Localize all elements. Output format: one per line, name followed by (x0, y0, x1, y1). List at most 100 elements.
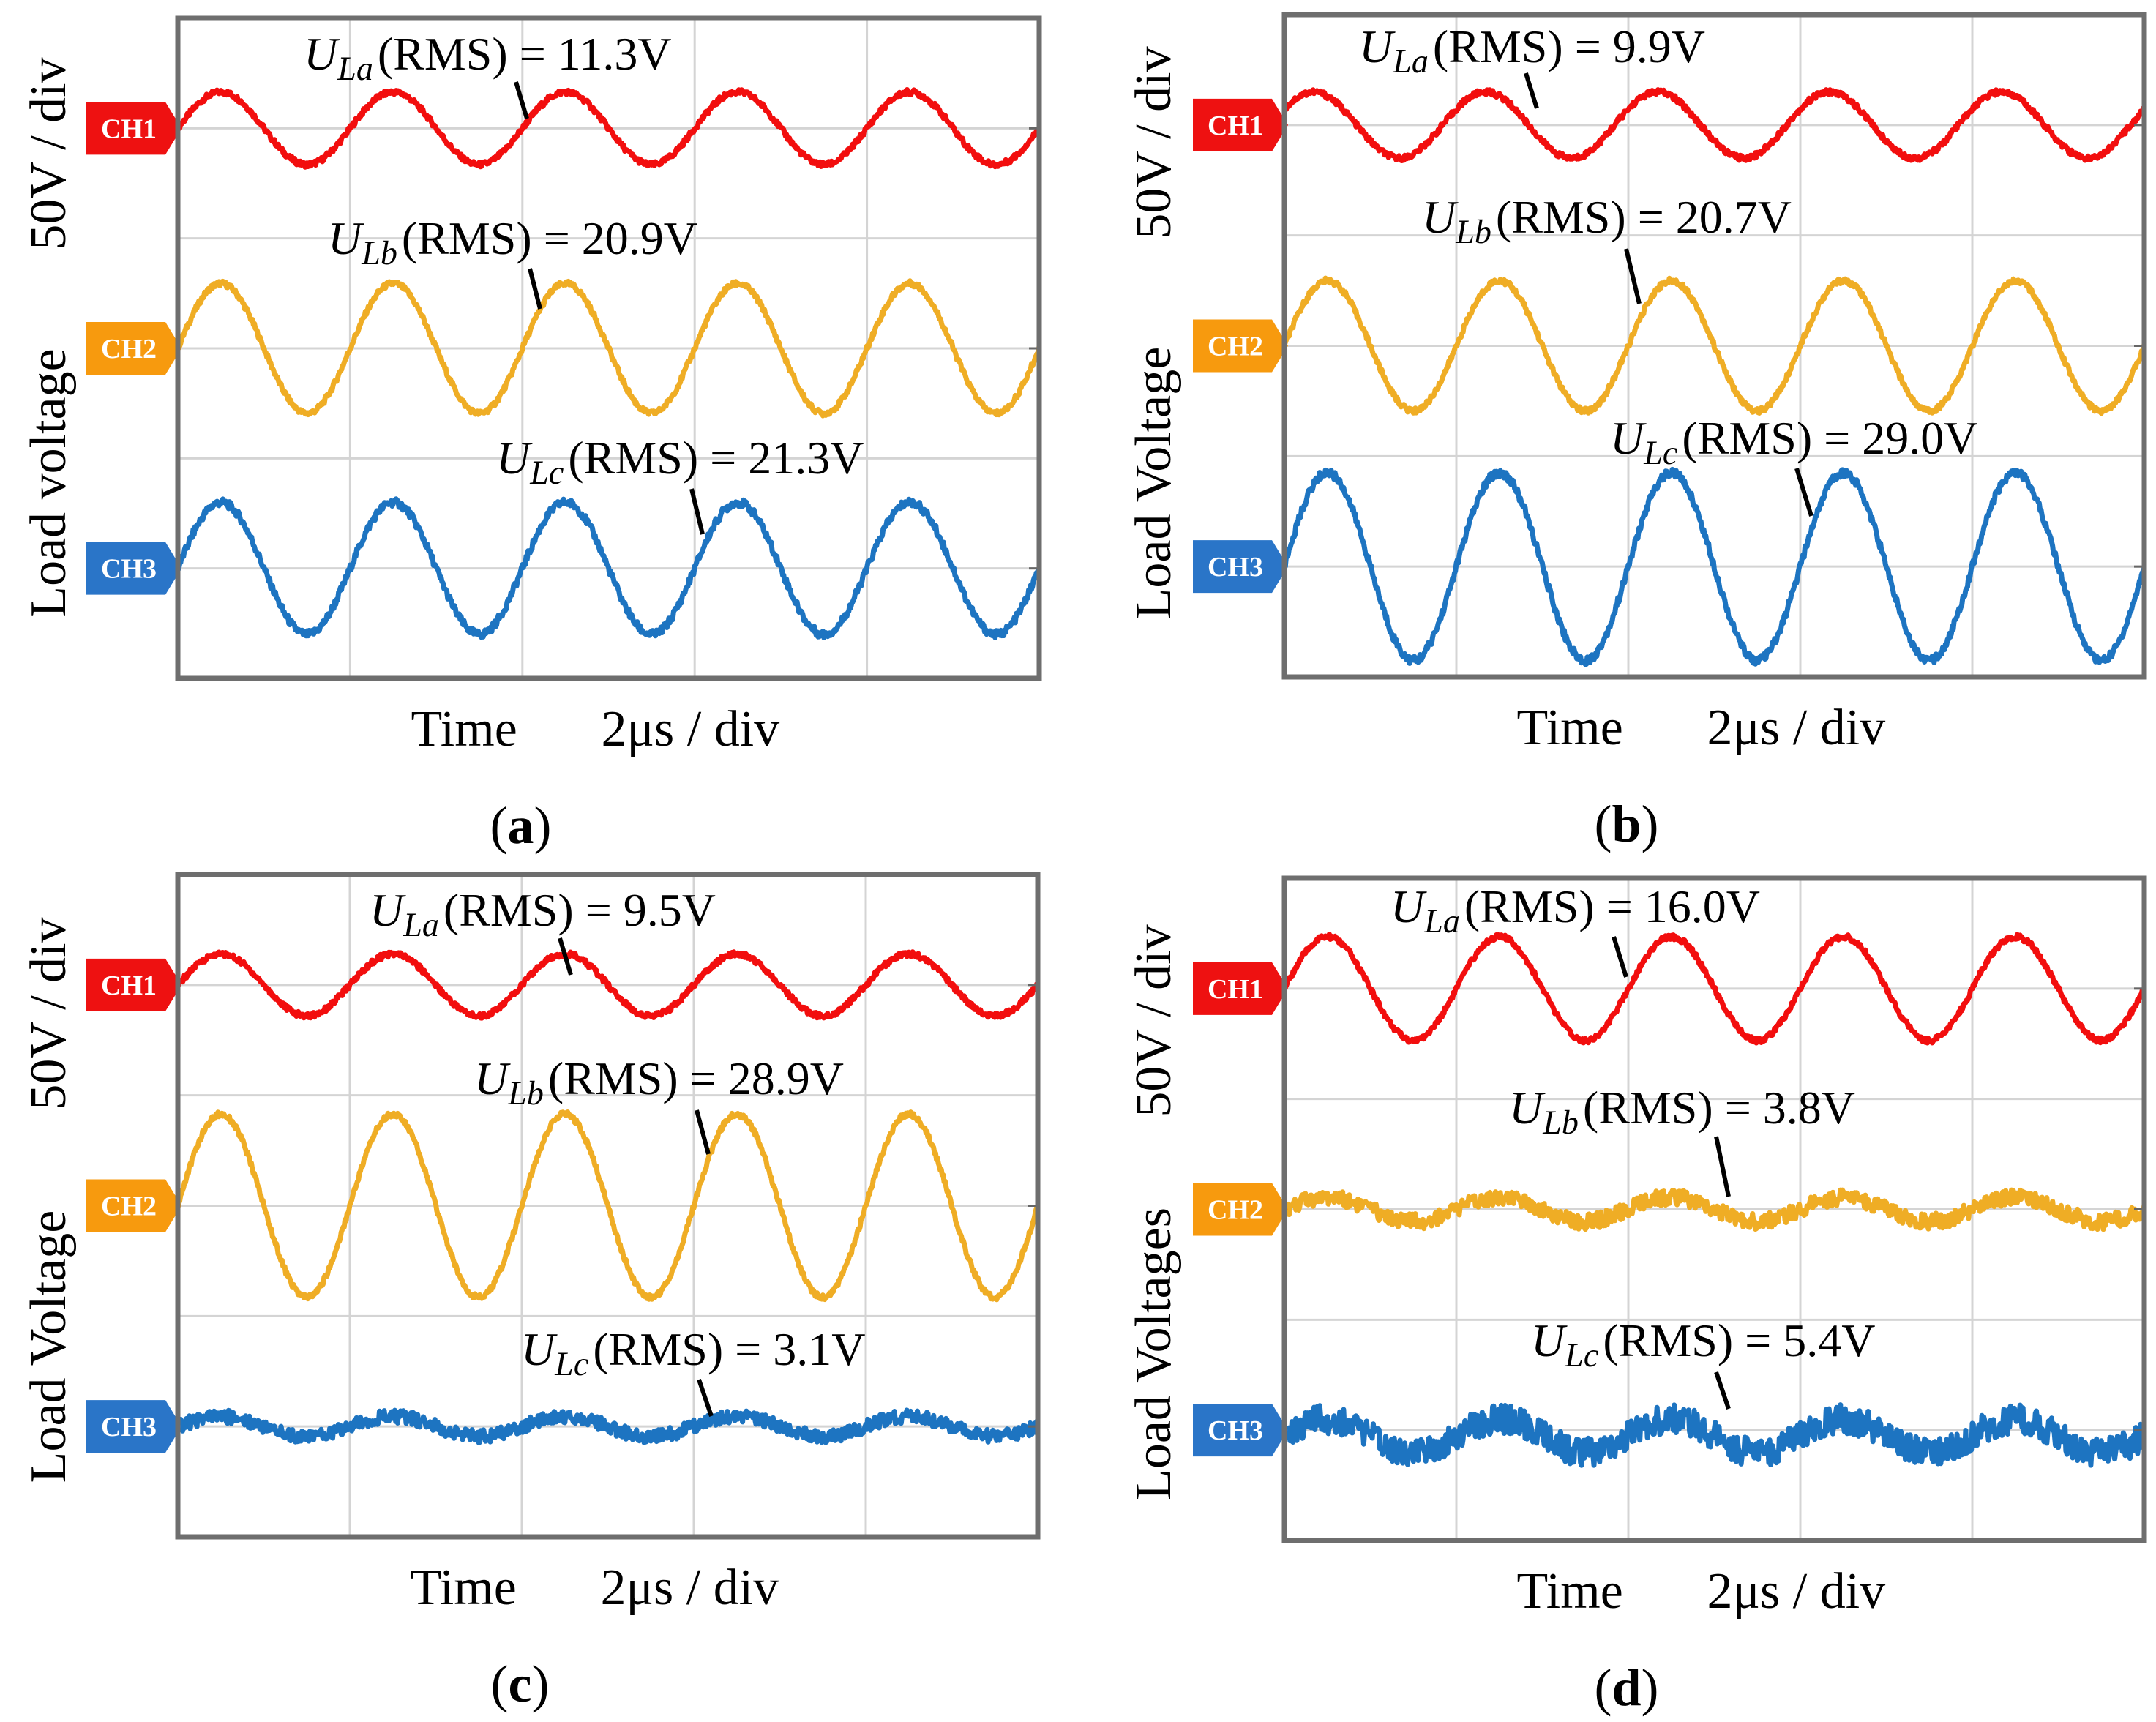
rms-label-ch2: ULb(RMS) = 20.7V (1422, 191, 1792, 250)
channel-tag-label: CH1 (1208, 974, 1263, 1005)
channel-tag-label: CH2 (1208, 1195, 1263, 1226)
annotation-leader-line (1524, 72, 1539, 109)
channel-tag-shape (86, 542, 181, 595)
annotation-leader-line (1714, 1371, 1731, 1410)
panel-b: CH1 ULa(RMS) = 9.9V CH2 ULb(RMS) = 20.7V CH3… (1126, 12, 2147, 853)
channel-tag-label: CH2 (1208, 332, 1263, 362)
y-scale-label: 50V / div (1126, 924, 1182, 1117)
waveform-ch1 (1281, 932, 2146, 1046)
annotation-leader-line (1612, 936, 1628, 978)
channel-tag-ch3: CH3 (86, 542, 181, 595)
panel-caption: (b) (1594, 795, 1658, 853)
waveform-ch3 (1281, 1402, 2147, 1468)
waveform-ch3 (175, 1407, 1041, 1445)
y-axis-label: Load voltage (20, 348, 77, 617)
channel-tag-ch2: CH2 (86, 1179, 181, 1232)
panel-caption: (c) (491, 1655, 550, 1713)
channel-tag-ch1: CH1 (1193, 962, 1288, 1015)
plot-frame (1281, 12, 2147, 680)
channel-tag-label: CH1 (101, 970, 157, 1001)
waveform-ch1 (176, 949, 1040, 1021)
channel-tag-ch2: CH2 (1193, 319, 1288, 373)
panel-a: CH1 ULa(RMS) = 11.3V CH2 ULb(RMS) = 20.9V CH… (20, 15, 1042, 855)
annotation-leader-line (514, 81, 529, 119)
channel-tag-label: CH3 (1208, 552, 1263, 583)
channel-tag-ch1: CH1 (1193, 98, 1288, 151)
plot-frame (175, 872, 1041, 1540)
channel-tag-shape (86, 322, 181, 375)
channel-tag-label: CH3 (1208, 1415, 1263, 1446)
rms-label-ch1: ULa(RMS) = 9.5V (370, 884, 716, 943)
annotation-leader-line (695, 1109, 711, 1155)
y-scale-label: 50V / div (20, 917, 77, 1109)
channel-tag-ch3: CH3 (1193, 540, 1288, 594)
rms-label-ch2: ULb(RMS) = 28.9V (474, 1052, 844, 1112)
y-scale-label: 50V / div (1126, 46, 1182, 239)
channel-tag-ch2: CH2 (1193, 1183, 1288, 1236)
channel-tag-label: CH1 (101, 113, 157, 144)
x-scale-label: 2μs / div (602, 701, 780, 757)
channel-tag-ch1: CH1 (86, 102, 181, 155)
annotation-leader-line (528, 268, 542, 310)
channel-tag-shape (1193, 540, 1288, 594)
x-scale-label: 2μs / div (1707, 1563, 1886, 1620)
channel-tag-ch3: CH3 (86, 1400, 181, 1453)
waveform-ch2 (1281, 1187, 2147, 1232)
channel-tag-label: CH3 (101, 1412, 157, 1442)
channel-tag-ch2: CH2 (86, 322, 181, 375)
x-axis-label: Time (1517, 700, 1623, 756)
x-scale-label: 2μs / div (1707, 700, 1886, 756)
channel-tag-shape (1193, 98, 1288, 151)
rms-label-ch1: ULa(RMS) = 16.0V (1390, 880, 1760, 940)
annotation-leader-line (1624, 248, 1642, 304)
waveform-ch2 (175, 278, 1042, 419)
waveform-ch1 (175, 87, 1042, 170)
waveform-ch1 (1281, 87, 2147, 163)
panel-caption: (a) (490, 796, 552, 855)
panel-d: CH1 ULa(RMS) = 16.0V CH2 ULb(RMS) = 3.8V CH3… (1126, 875, 2147, 1717)
x-scale-label: 2μs / div (601, 1560, 779, 1616)
annotation-leader-line (1714, 1136, 1731, 1197)
rms-label-ch3: ULc(RMS) = 5.4V (1531, 1314, 1875, 1374)
waveform-ch2 (1281, 275, 2147, 416)
rms-label-ch1: ULa(RMS) = 11.3V (304, 28, 672, 87)
waveform-ch2 (175, 1109, 1040, 1303)
x-axis-label: Time (411, 701, 517, 757)
channel-tag-label: CH2 (101, 1191, 157, 1222)
channel-tag-shape (86, 1179, 181, 1232)
annotation-leader-line (697, 1379, 714, 1417)
channel-tag-shape (86, 958, 181, 1011)
channel-tag-shape (1193, 1404, 1288, 1457)
annotation-leader-line (558, 937, 573, 976)
annotation-leader-line (689, 488, 705, 535)
rms-label-ch2: ULb(RMS) = 3.8V (1509, 1082, 1855, 1141)
y-axis-label: Load Voltage (1126, 347, 1182, 620)
channel-tag-shape (1193, 962, 1288, 1015)
channel-tag-shape (1193, 1183, 1288, 1236)
panel-caption: (d) (1594, 1658, 1658, 1717)
panel-c: CH1 ULa(RMS) = 9.5V CH2 ULb(RMS) = 28.9V CH3… (20, 872, 1041, 1713)
annotation-leader-line (1794, 468, 1813, 517)
plot-frame (1281, 875, 2147, 1543)
y-axis-label: Load Voltage (20, 1210, 77, 1483)
channel-tag-ch3: CH3 (1193, 1404, 1288, 1457)
channel-tag-label: CH2 (101, 334, 157, 364)
rms-label-ch3: ULc(RMS) = 21.3V (496, 432, 864, 491)
waveform-ch3 (1281, 466, 2147, 667)
channel-tag-shape (86, 1400, 181, 1453)
channel-tag-shape (86, 102, 181, 155)
rms-label-ch1: ULa(RMS) = 9.9V (1359, 20, 1705, 80)
rms-label-ch3: ULc(RMS) = 29.0V (1610, 412, 1977, 471)
x-axis-label: Time (1517, 1563, 1623, 1620)
plot-frame (175, 15, 1042, 681)
channel-tag-ch1: CH1 (86, 958, 181, 1011)
rms-label-ch3: ULc(RMS) = 3.1V (521, 1323, 865, 1382)
channel-tag-label: CH1 (1208, 111, 1263, 141)
rms-label-ch2: ULb(RMS) = 20.9V (328, 212, 697, 272)
channel-tag-shape (1193, 319, 1288, 373)
x-axis-label: Time (411, 1560, 517, 1616)
y-scale-label: 50V / div (20, 57, 77, 250)
y-axis-label: Load Voltages (1126, 1208, 1182, 1500)
waveform-ch3 (176, 496, 1042, 640)
